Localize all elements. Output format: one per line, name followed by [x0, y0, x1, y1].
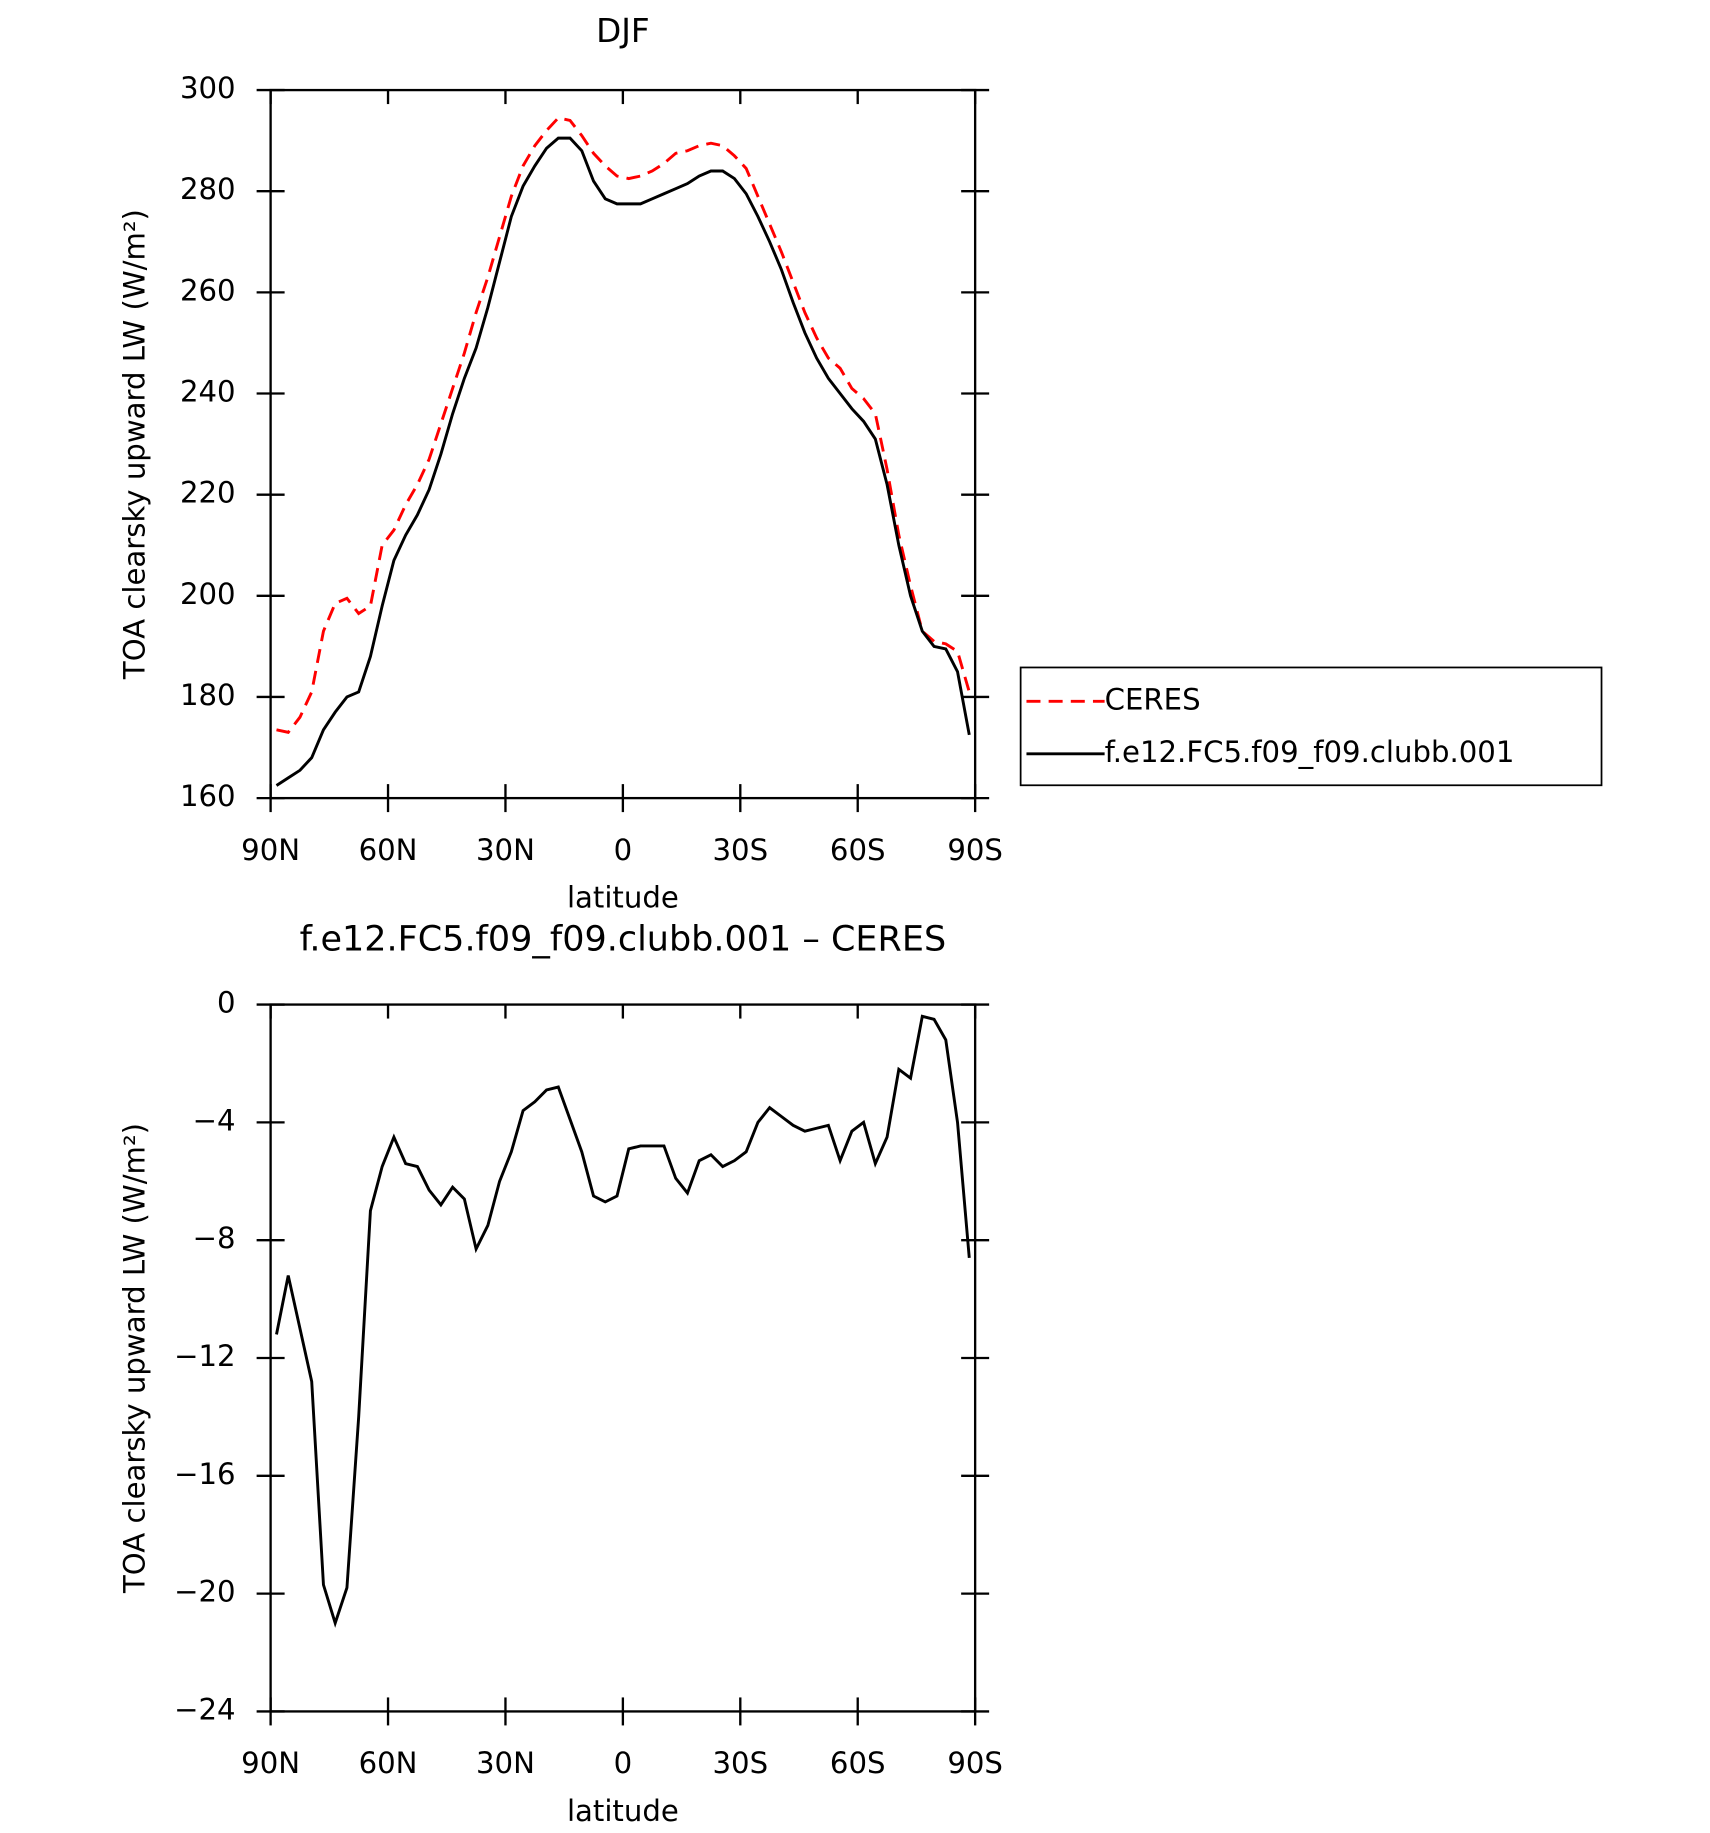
x-tick-label: 90N — [241, 833, 300, 867]
y-tick-label: −12 — [174, 1339, 236, 1373]
x-tick-label: 30N — [476, 1746, 535, 1780]
x-tick-label: 60N — [359, 1746, 418, 1780]
x-tick-label: 60S — [830, 833, 886, 867]
y-tick-label: −16 — [174, 1457, 236, 1491]
y-tick-label: 280 — [180, 172, 236, 206]
legend-label: f.e12.FC5.f09_f09.clubb.001 — [1105, 735, 1515, 769]
chart-title: DJF — [596, 12, 650, 50]
x-tick-label: 30S — [712, 1746, 768, 1780]
x-tick-label: 0 — [614, 1746, 633, 1780]
plot-frame — [269, 88, 977, 800]
y-tick-label: −8 — [193, 1221, 236, 1255]
y-tick-label: 220 — [180, 476, 236, 510]
legend-label: CERES — [1105, 682, 1201, 716]
x-tick-label: 90S — [947, 1746, 1003, 1780]
x-tick-label: 0 — [614, 833, 633, 867]
y-axis-label: TOA clearsky upward LW (W/m²) — [117, 209, 151, 680]
y-tick-label: −24 — [174, 1692, 236, 1726]
y-tick-label: 0 — [217, 986, 236, 1020]
data-line — [275, 136, 971, 787]
y-tick-label: 260 — [180, 273, 236, 307]
data-line — [276, 116, 971, 734]
x-tick-label: 60N — [359, 833, 418, 867]
x-tick-label: 90N — [241, 1746, 300, 1780]
y-tick-label: 240 — [180, 375, 236, 409]
y-tick-label: 300 — [180, 71, 236, 105]
y-tick-label: 200 — [180, 577, 236, 611]
y-tick-label: −4 — [193, 1103, 236, 1137]
y-tick-label: 160 — [180, 779, 236, 813]
chart-title: f.e12.FC5.f09_f09.clubb.001 – CERES — [300, 919, 947, 959]
x-tick-label: 30N — [476, 833, 535, 867]
x-tick-label: 30S — [712, 833, 768, 867]
data-line — [275, 1014, 971, 1628]
plot-frame — [269, 1003, 977, 1713]
x-tick-label: 60S — [830, 1746, 886, 1780]
y-tick-label: 180 — [180, 678, 236, 712]
x-axis-label: latitude — [567, 1794, 679, 1828]
y-axis-label: TOA clearsky upward LW (W/m²) — [117, 1123, 151, 1594]
x-axis-label: latitude — [567, 881, 679, 915]
y-tick-label: −20 — [174, 1575, 236, 1609]
x-tick-label: 90S — [947, 833, 1003, 867]
legend-box — [1019, 666, 1603, 787]
